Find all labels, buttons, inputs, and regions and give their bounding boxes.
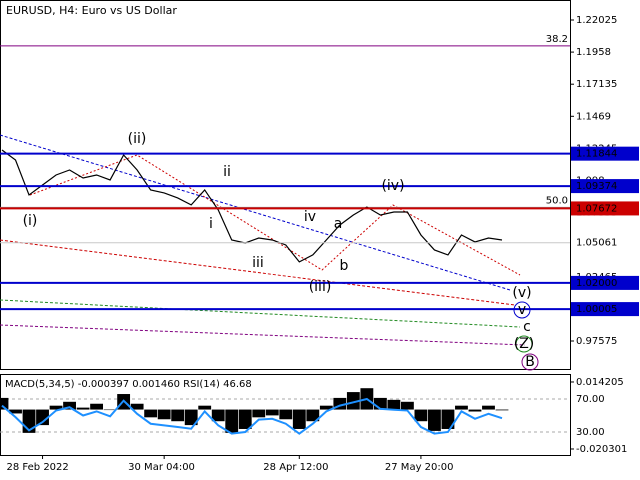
macd-bar — [414, 409, 428, 422]
fib-label: 50.0 — [546, 195, 568, 206]
macd-bar — [441, 409, 455, 429]
x-tick-label: 28 Apr 12:00 — [263, 462, 328, 473]
macd-bar — [238, 409, 252, 429]
macd-bar — [103, 409, 117, 411]
macd-bar — [495, 409, 509, 411]
macd-bar — [76, 407, 90, 410]
macd-bar — [49, 405, 63, 410]
y-tick-label: 0.014205 — [576, 377, 624, 388]
trend-line — [0, 239, 516, 306]
macd-bar — [400, 401, 414, 410]
macd-bar — [265, 409, 279, 416]
macd-bar — [157, 409, 171, 420]
macd-bar — [319, 405, 333, 410]
level-label: 1.05061 — [576, 238, 617, 249]
macd-bar — [0, 397, 9, 410]
trend-line — [0, 134, 511, 291]
level-label: 1.02000 — [576, 278, 617, 289]
y-tick-label: -0.020301 — [576, 444, 627, 455]
macd-bar — [455, 405, 468, 410]
wave-label: v — [518, 302, 526, 318]
level-label: 1.00005 — [576, 304, 617, 315]
level-label-bg — [571, 275, 639, 290]
y-tick-label: 1.17135 — [576, 79, 617, 90]
level-label-bg — [571, 179, 639, 194]
wave-label: (Z) — [514, 336, 535, 352]
wave-circle — [515, 335, 533, 353]
macd-bar — [387, 399, 401, 410]
wave-label: iv — [304, 209, 316, 225]
macd-bar — [63, 401, 76, 410]
x-tick-label: 28 Feb 2022 — [7, 462, 69, 473]
y2-tick-label: 70.00 — [576, 394, 605, 405]
wave-label: (iii) — [309, 279, 332, 295]
macd-bar — [468, 409, 482, 412]
macd-bar — [279, 409, 293, 420]
chart-layer: 1.220251.19581.171351.14691.122451.0981.… — [0, 15, 639, 473]
level-label-bg — [571, 146, 639, 161]
wave-circle — [513, 301, 531, 319]
macd-bar — [90, 403, 104, 410]
macd-bar — [211, 409, 225, 422]
macd-bar — [171, 409, 185, 422]
wave-circle — [521, 353, 539, 371]
level-label-bg — [571, 235, 639, 250]
wave-label: c — [523, 319, 531, 335]
wave-label: iii — [252, 255, 264, 271]
level-label-bg — [571, 302, 639, 317]
price-line — [1, 149, 503, 263]
y2-tick-label: 30.00 — [576, 427, 605, 438]
wave-label: (ii) — [128, 131, 147, 147]
trend-line — [0, 299, 521, 328]
wave-label: i — [209, 216, 213, 232]
y-tick-label: 0.97575 — [576, 336, 617, 347]
macd-bar — [144, 409, 158, 418]
y-tick-label: 1.1958 — [576, 47, 611, 58]
trend-line — [0, 324, 526, 346]
macd-bar — [292, 409, 306, 429]
y-tick-label: 1.22025 — [576, 15, 617, 26]
level-label: 1.09374 — [576, 181, 617, 192]
macd-bar — [198, 405, 212, 410]
level-label: 1.07672 — [576, 203, 617, 214]
y-tick-label: 1.1469 — [576, 111, 611, 122]
main-plot-frame — [0, 0, 571, 370]
x-tick-label: 27 May 20:00 — [385, 462, 454, 473]
wave-label: (iv) — [381, 178, 404, 194]
macd-bar — [428, 409, 441, 431]
wave-label: ii — [223, 164, 231, 180]
x-tick-label: 30 Mar 04:00 — [128, 462, 195, 473]
macd-bar — [184, 409, 198, 426]
indicator-title: MACD(5,34,5) -0.000397 0.001460 RSI(14) … — [5, 379, 252, 390]
wave-label: B — [525, 354, 535, 370]
fib-label: 38.2 — [546, 34, 568, 45]
macd-bar — [482, 405, 495, 410]
macd-bar — [346, 392, 360, 410]
macd-bar — [373, 397, 387, 410]
wave-label: (i) — [23, 213, 38, 229]
macd-bar — [252, 409, 266, 418]
level-label: 1.11844 — [576, 149, 617, 160]
macd-bar — [36, 409, 49, 426]
macd-bar — [306, 409, 320, 422]
trend-lines — [0, 134, 526, 346]
wave-label: b — [340, 258, 349, 274]
level-label-bg — [571, 201, 639, 216]
macd-bar — [333, 397, 347, 410]
wave-path — [29, 154, 521, 276]
macd-bar — [225, 409, 239, 433]
wave-label: (v) — [512, 285, 531, 301]
rsi-line — [1, 397, 503, 435]
chart-title: EURUSD, H4: Euro vs US Dollar — [6, 4, 177, 17]
macd-bar — [9, 409, 22, 414]
macd-bar — [130, 403, 144, 410]
wave-label: a — [334, 216, 343, 232]
